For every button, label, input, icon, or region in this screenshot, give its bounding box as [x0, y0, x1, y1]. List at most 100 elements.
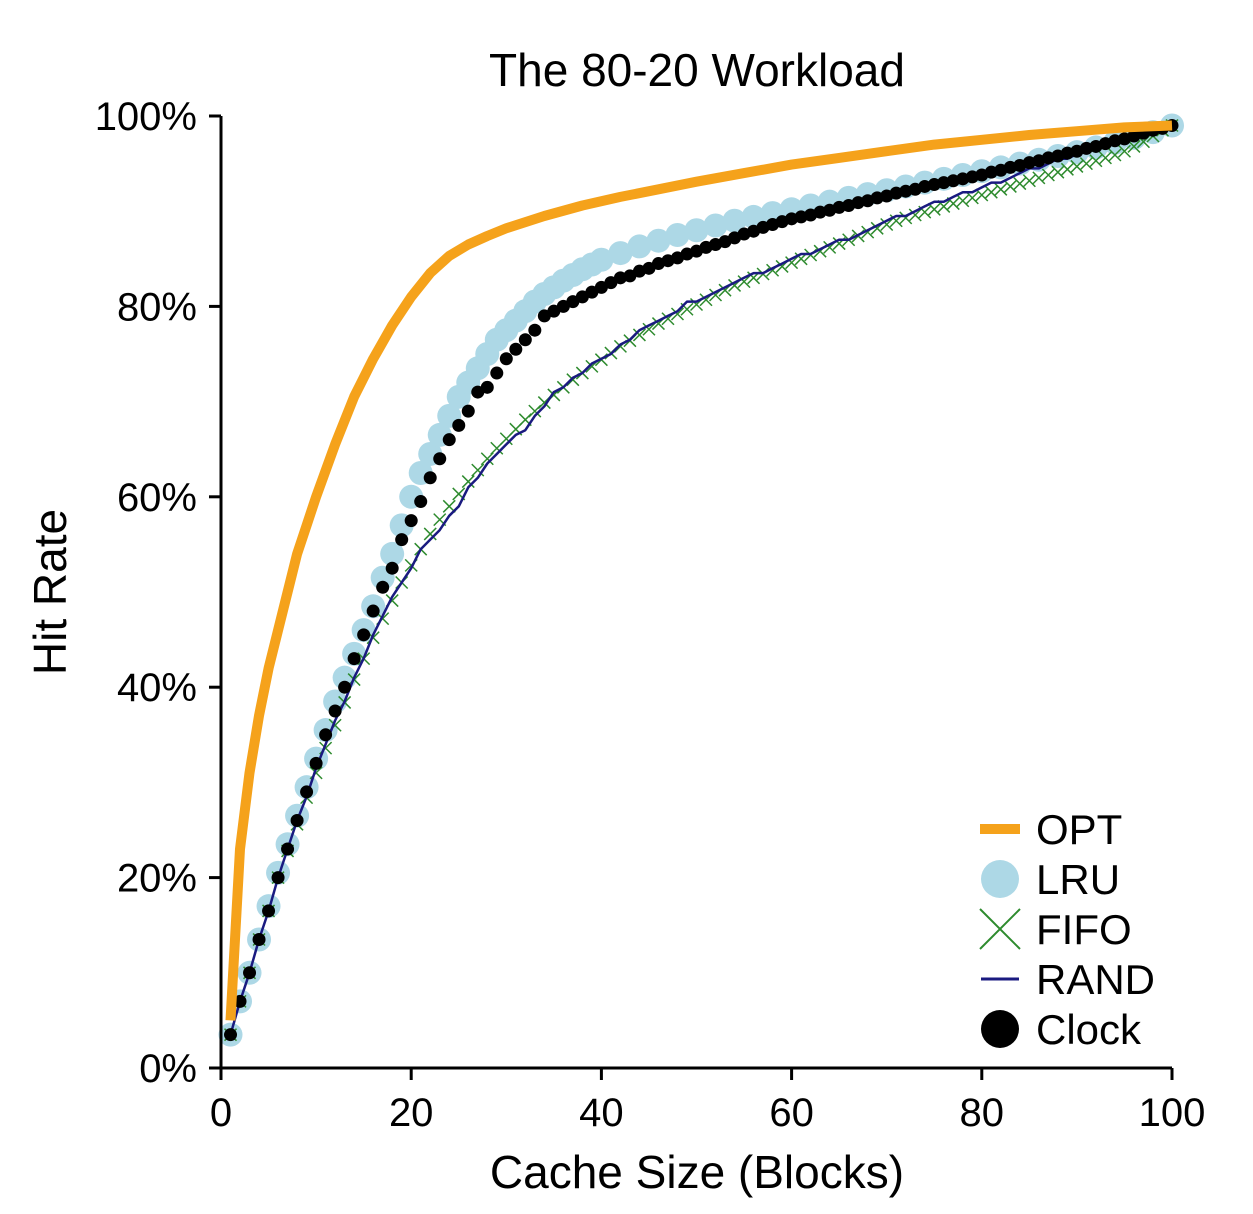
rand-line — [229, 124, 1173, 1036]
x-tick-label: 100 — [1139, 1091, 1206, 1135]
clock-point — [224, 1028, 238, 1042]
x-tick-label: 80 — [960, 1091, 1005, 1135]
legend-label: FIFO — [1036, 906, 1132, 953]
fifo-point — [737, 275, 751, 289]
clock-point — [452, 418, 466, 432]
x-axis-title: Cache Size (Blocks) — [490, 1146, 904, 1198]
series-fifo — [223, 118, 1179, 1042]
fifo-point — [461, 475, 475, 489]
clock-point — [499, 352, 513, 366]
fifo-point — [1117, 144, 1131, 158]
legend-item-opt: OPT — [980, 806, 1122, 853]
lru-point — [627, 234, 652, 259]
clock-point — [281, 842, 295, 856]
clock-point — [461, 404, 475, 418]
clock-point — [271, 871, 285, 885]
y-axis-title: Hit Rate — [24, 509, 76, 675]
clock-point — [385, 561, 399, 575]
legend-swatch-clock — [981, 1010, 1019, 1048]
legend-label: Clock — [1036, 1006, 1142, 1053]
fifo-point — [1022, 174, 1036, 188]
clock-point — [518, 333, 532, 347]
y-tick-label: 20% — [117, 857, 197, 901]
x-tick-label: 20 — [389, 1091, 434, 1135]
fifo-point — [423, 527, 437, 541]
fifo-point — [956, 194, 970, 208]
x-tick-label: 40 — [579, 1091, 624, 1135]
clock-point — [328, 704, 342, 718]
clock-point — [357, 628, 371, 642]
x-tick-label: 60 — [769, 1091, 814, 1135]
clock-point — [262, 904, 276, 918]
legend-item-fifo: FIFO — [979, 906, 1132, 953]
fifo-point — [1089, 154, 1103, 168]
clock-point — [395, 533, 409, 547]
clock-point — [290, 813, 304, 827]
legend-item-rand: RAND — [981, 956, 1155, 1003]
plot-area — [218, 113, 1184, 1047]
legend-item-clock: Clock — [981, 1006, 1142, 1053]
fifo-point — [632, 328, 646, 342]
clock-point — [338, 680, 352, 694]
clock-point — [376, 580, 390, 594]
legend-label: RAND — [1036, 956, 1155, 1003]
fifo-point — [984, 185, 998, 199]
fifo-point — [880, 217, 894, 232]
fifo-point — [1032, 171, 1046, 185]
lru-point — [380, 541, 405, 566]
x-tick-label: 0 — [210, 1091, 232, 1135]
fifo-point — [927, 202, 941, 216]
clock-point — [480, 380, 494, 394]
fifo-point — [994, 182, 1008, 196]
fifo-point — [908, 208, 922, 222]
clock-point — [404, 514, 418, 528]
legend-swatch-lru — [981, 860, 1019, 898]
fifo-point — [1013, 177, 1027, 191]
y-tick-label: 40% — [117, 666, 197, 710]
legend-swatch-fifo — [979, 908, 1021, 950]
clock-point — [319, 728, 333, 742]
fifo-point — [471, 463, 485, 477]
fifo-point — [1060, 162, 1074, 176]
y-tick-label: 80% — [117, 285, 197, 329]
fifo-point — [642, 322, 656, 336]
clock-point — [423, 471, 437, 485]
clock-point — [528, 323, 542, 337]
axes: 0 20 40 60 80 100 0% 20% 40% 60% 80% 100% — [95, 95, 1206, 1135]
y-tick-label: 60% — [117, 476, 197, 520]
lru-point — [703, 213, 728, 238]
fifo-point — [1108, 148, 1122, 162]
lru-point — [665, 223, 690, 247]
clock-point — [309, 756, 323, 770]
legend-label: OPT — [1036, 806, 1122, 853]
fifo-point — [670, 307, 685, 321]
lru-point — [684, 218, 709, 243]
fifo-point — [975, 188, 989, 202]
clock-point — [490, 366, 504, 380]
lru-point — [646, 228, 671, 253]
opt-line — [225, 120, 1173, 1021]
y-tick-label: 100% — [95, 95, 197, 139]
fifo-point — [1051, 165, 1065, 179]
clock-point — [252, 932, 266, 946]
clock-point — [366, 604, 380, 618]
fifo-point — [1127, 139, 1141, 153]
lru-point — [722, 208, 747, 233]
fifo-point — [1041, 168, 1055, 182]
clock-point — [300, 785, 314, 799]
clock-point — [233, 994, 247, 1008]
fifo-point — [965, 191, 979, 205]
chart-title: The 80-20 Workload — [489, 44, 905, 96]
lru-point — [589, 247, 614, 272]
clock-point — [442, 433, 456, 447]
clock-point — [414, 495, 428, 509]
fifo-point — [1098, 151, 1112, 165]
fifo-point — [1079, 157, 1093, 171]
clock-point — [509, 342, 523, 356]
fifo-point — [1003, 179, 1017, 193]
clock-point — [347, 652, 361, 666]
clock-point — [243, 966, 257, 980]
